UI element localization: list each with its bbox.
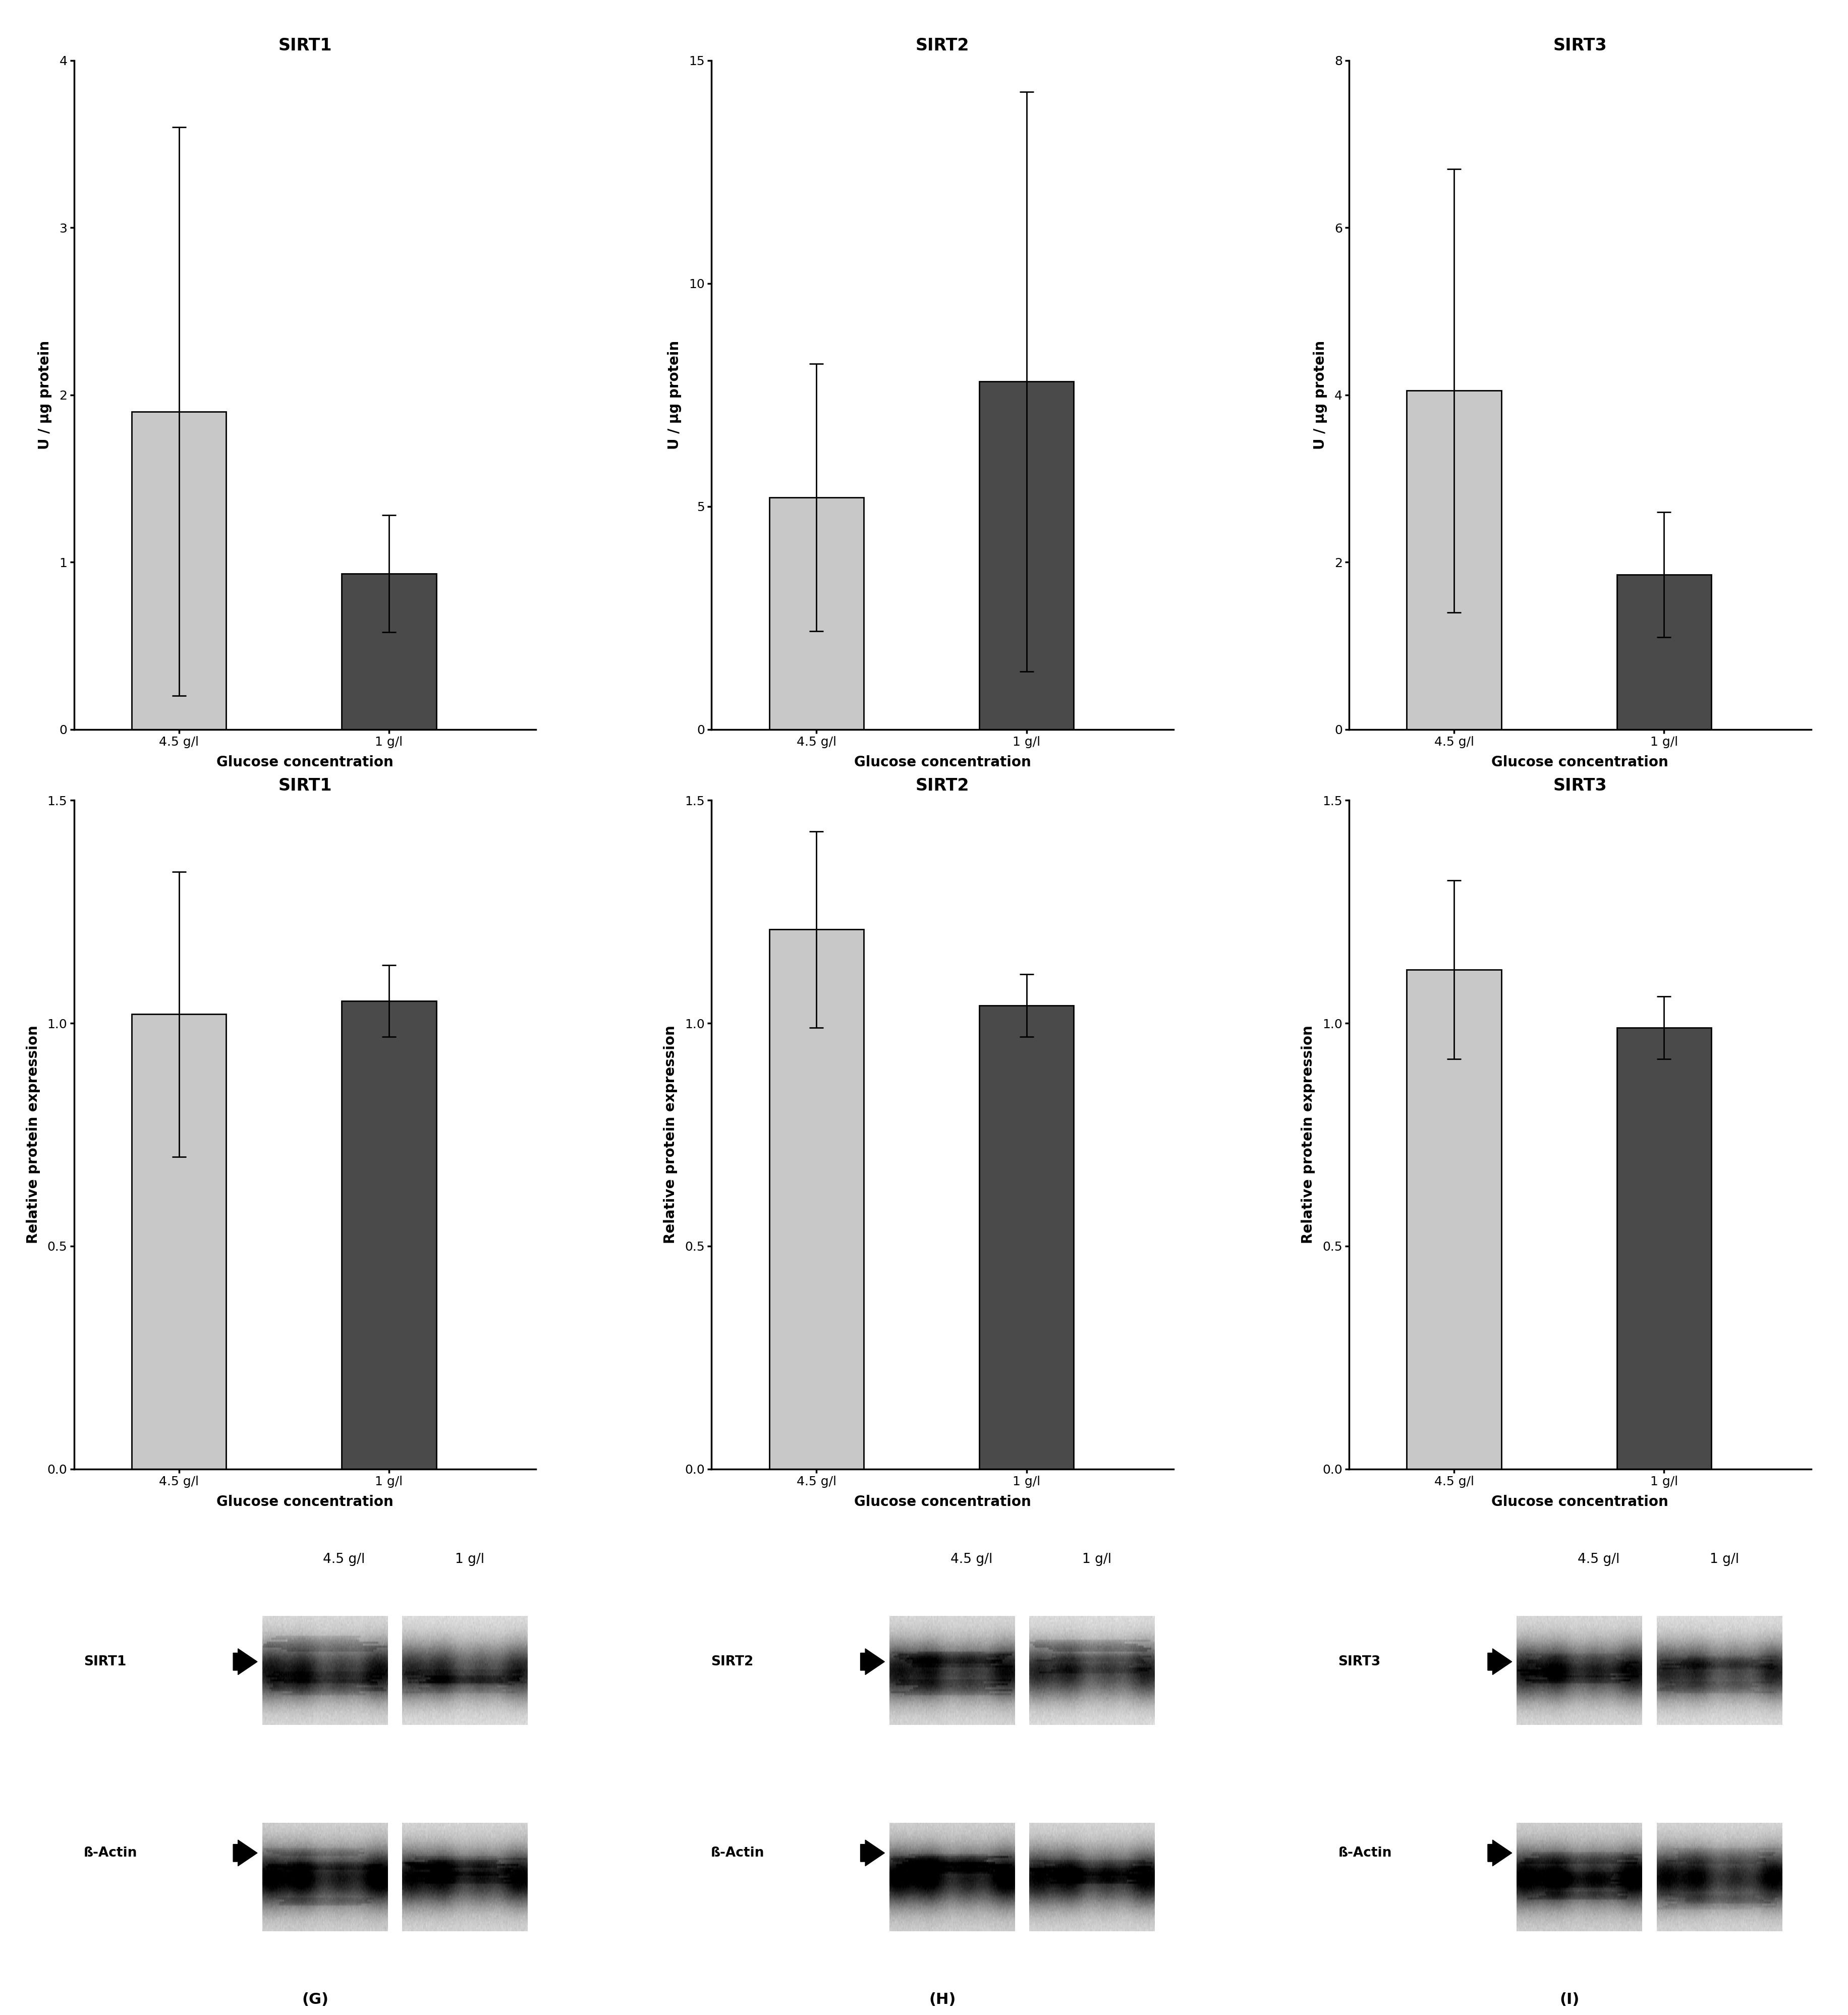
Bar <box>1617 1028 1711 1469</box>
Text: 4.5 g/l: 4.5 g/l <box>1578 1554 1619 1566</box>
Text: (E): (E) <box>930 1670 955 1685</box>
FancyArrow shape <box>233 1648 257 1674</box>
Text: 1 g/l: 1 g/l <box>455 1554 484 1566</box>
Y-axis label: Relative protein expression: Relative protein expression <box>26 1026 41 1243</box>
FancyArrow shape <box>1488 1648 1512 1674</box>
Bar <box>342 1001 436 1469</box>
Text: ß-Actin: ß-Actin <box>711 1846 765 1860</box>
Bar <box>979 1005 1074 1469</box>
X-axis label: Glucose concentration: Glucose concentration <box>216 756 394 770</box>
Bar <box>131 1014 225 1469</box>
FancyArrow shape <box>233 1840 257 1866</box>
Text: ß-Actin: ß-Actin <box>83 1846 137 1860</box>
X-axis label: Glucose concentration: Glucose concentration <box>1491 756 1669 770</box>
Bar <box>342 574 436 729</box>
Title: SIRT1: SIRT1 <box>277 38 333 54</box>
Y-axis label: Relative protein expression: Relative protein expression <box>1301 1026 1316 1243</box>
Bar <box>769 929 863 1469</box>
Bar <box>1617 574 1711 729</box>
Text: SIRT1: SIRT1 <box>83 1654 126 1668</box>
Bar <box>1406 969 1501 1469</box>
Text: (F): (F) <box>1567 1670 1593 1685</box>
X-axis label: Glucose concentration: Glucose concentration <box>854 756 1031 770</box>
Text: (C): (C) <box>1567 931 1593 945</box>
X-axis label: Glucose concentration: Glucose concentration <box>1491 1495 1669 1509</box>
Text: (I): (I) <box>1560 1993 1580 2007</box>
Text: (A): (A) <box>292 931 318 945</box>
Y-axis label: Relative protein expression: Relative protein expression <box>663 1026 678 1243</box>
Bar <box>979 381 1074 729</box>
Y-axis label: U / µg protein: U / µg protein <box>39 341 52 449</box>
Title: SIRT2: SIRT2 <box>915 778 970 794</box>
X-axis label: Glucose concentration: Glucose concentration <box>216 1495 394 1509</box>
Title: SIRT2: SIRT2 <box>915 38 970 54</box>
Text: (B): (B) <box>930 931 955 945</box>
Bar <box>769 498 863 729</box>
Y-axis label: U / µg protein: U / µg protein <box>1314 341 1327 449</box>
Text: 1 g/l: 1 g/l <box>1083 1554 1111 1566</box>
FancyArrow shape <box>861 1840 885 1866</box>
Text: 1 g/l: 1 g/l <box>1709 1554 1739 1566</box>
Text: (H): (H) <box>930 1993 955 2007</box>
Text: ß-Actin: ß-Actin <box>1338 1846 1392 1860</box>
Bar <box>131 411 225 729</box>
Text: 4.5 g/l: 4.5 g/l <box>323 1554 366 1566</box>
FancyArrow shape <box>861 1648 885 1674</box>
Bar <box>1406 391 1501 729</box>
Title: SIRT3: SIRT3 <box>1552 38 1608 54</box>
X-axis label: Glucose concentration: Glucose concentration <box>854 1495 1031 1509</box>
Title: SIRT1: SIRT1 <box>277 778 333 794</box>
Text: (D): (D) <box>292 1670 318 1685</box>
Title: SIRT3: SIRT3 <box>1552 778 1608 794</box>
Text: 4.5 g/l: 4.5 g/l <box>950 1554 992 1566</box>
Text: (G): (G) <box>301 1993 329 2007</box>
FancyArrow shape <box>1488 1840 1512 1866</box>
Text: SIRT2: SIRT2 <box>711 1654 754 1668</box>
Y-axis label: U / µg protein: U / µg protein <box>667 341 682 449</box>
Text: SIRT3: SIRT3 <box>1338 1654 1380 1668</box>
